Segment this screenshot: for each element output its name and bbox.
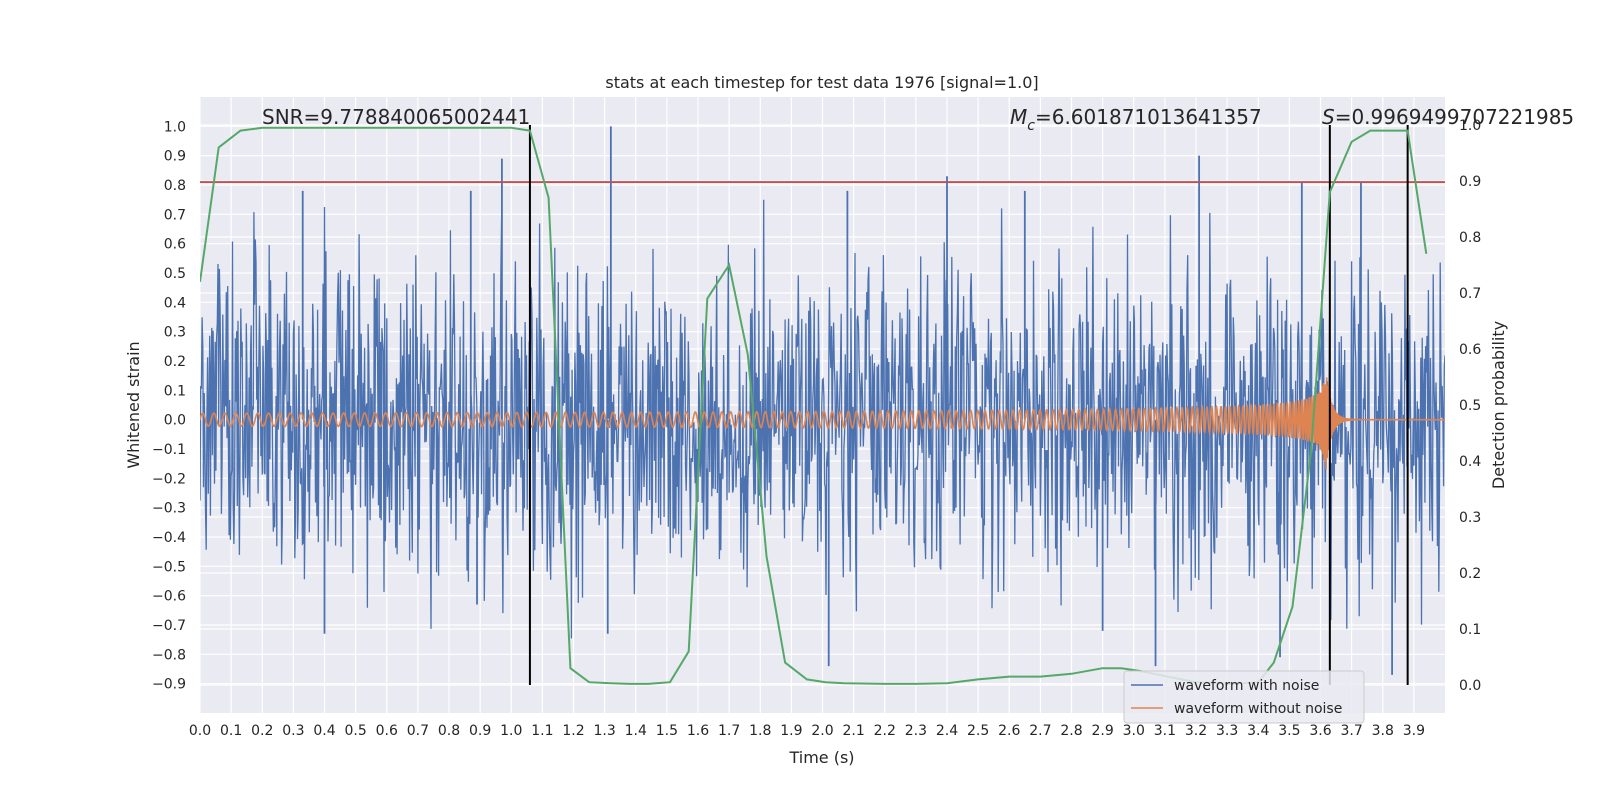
x-tick-label: 3.8 <box>1372 723 1394 739</box>
x-tick-label: 1.4 <box>625 723 647 739</box>
y2-tick-label: 1.0 <box>1459 118 1481 134</box>
y2-tick-label: 0.1 <box>1459 622 1481 638</box>
legend-label-clean: waveform without noise <box>1174 701 1342 717</box>
x-tick-label: 0.8 <box>438 723 460 739</box>
y2-tick-label: 0.5 <box>1459 398 1481 414</box>
x-tick-label: 0.2 <box>251 723 273 739</box>
legend-box <box>1123 670 1365 724</box>
y2-axis-label: Detection probability <box>1489 321 1508 489</box>
chirp-mass-subscript: c <box>1027 118 1035 134</box>
x-tick-label: 2.9 <box>1091 723 1113 739</box>
y2-tick-label: 0.7 <box>1459 286 1481 302</box>
x-tick-label: 3.2 <box>1185 723 1207 739</box>
x-tick-label: 0.4 <box>313 723 335 739</box>
y-tick-label: 0.7 <box>164 207 186 223</box>
chirp-mass-symbol: M <box>1010 105 1027 129</box>
x-tick-label: 0.3 <box>282 723 304 739</box>
y-tick-label: −0.8 <box>152 647 186 663</box>
y-tick-label: −0.2 <box>152 471 186 487</box>
legend-label-noise: waveform with noise <box>1174 678 1319 694</box>
x-tick-label: 2.5 <box>967 723 989 739</box>
x-axis-label: Time (s) <box>788 748 854 767</box>
x-tick-label: 0.7 <box>407 723 429 739</box>
chirp-mass-value: =6.601871013641357 <box>1035 105 1262 129</box>
x-tick-label: 3.0 <box>1123 723 1145 739</box>
ticks: 0.0 0.1 0.2 0.3 0.4 0.5 0.6 0.7 0.8 0.9 1.0 1.1 1.2 1… <box>152 118 1481 739</box>
x-tick-label: 3.1 <box>1154 723 1176 739</box>
score-value: =0.9969499707221985 <box>1335 105 1574 129</box>
x-tick-label: 0.0 <box>189 723 211 739</box>
x-tick-label: 2.7 <box>1029 723 1051 739</box>
clean-waveform-line <box>200 377 1445 470</box>
y2-tick-label: 0.4 <box>1459 454 1481 470</box>
x-tick-label: 3.4 <box>1247 723 1269 739</box>
legend: waveform with noise waveform without noi… <box>1123 670 1365 724</box>
detection-probability-line <box>200 126 1428 685</box>
y-tick-label: −0.6 <box>152 589 186 605</box>
y-tick-label: 0.9 <box>164 149 186 165</box>
snr-annotation: SNR=9.778840065002441 <box>262 105 530 129</box>
chirp-mass-annotation: Mc=6.601871013641357 <box>1010 105 1262 134</box>
x-tick-label: 1.8 <box>749 723 771 739</box>
x-tick-label: 0.1 <box>220 723 242 739</box>
x-tick-label: 0.6 <box>376 723 398 739</box>
x-tick-label: 2.6 <box>998 723 1020 739</box>
y-tick-label: −0.9 <box>152 677 186 693</box>
y2-tick-label: 0.9 <box>1459 174 1481 190</box>
score-annotation: S=0.9969499707221985 <box>1322 105 1574 129</box>
y-tick-label: −0.5 <box>152 559 186 575</box>
x-tick-label: 3.9 <box>1403 723 1425 739</box>
noise-waveform-line <box>200 199 1445 639</box>
y-tick-label: −0.1 <box>152 442 186 458</box>
x-tick-label: 3.6 <box>1309 723 1331 739</box>
y2-tick-label: 0.2 <box>1459 566 1481 582</box>
x-tick-label: 3.7 <box>1340 723 1362 739</box>
x-tick-label: 1.5 <box>656 723 678 739</box>
x-tick-label: 2.0 <box>811 723 833 739</box>
y-tick-label: 0.8 <box>164 178 186 194</box>
y2-tick-label: 0.3 <box>1459 510 1481 526</box>
x-tick-label: 3.5 <box>1278 723 1300 739</box>
y-tick-label: −0.4 <box>152 530 186 546</box>
y-tick-label: −0.3 <box>152 501 186 517</box>
x-tick-label: 1.9 <box>780 723 802 739</box>
y2-tick-label: 0.6 <box>1459 342 1481 358</box>
x-tick-label: 1.0 <box>500 723 522 739</box>
x-tick-label: 2.3 <box>905 723 927 739</box>
series-layer <box>200 125 1445 685</box>
x-tick-label: 1.6 <box>687 723 709 739</box>
y-tick-label: 0.4 <box>164 295 186 311</box>
x-tick-label: 1.2 <box>562 723 584 739</box>
x-tick-label: 1.3 <box>593 723 615 739</box>
x-tick-label: 0.5 <box>344 723 366 739</box>
x-tick-label: 3.3 <box>1216 723 1238 739</box>
y-axis-label: Whitened strain <box>124 341 143 468</box>
y-tick-label: 0.5 <box>164 266 186 282</box>
x-tick-label: 0.9 <box>469 723 491 739</box>
x-tick-label: 1.7 <box>718 723 740 739</box>
y-tick-label: −0.7 <box>152 618 186 634</box>
x-tick-label: 2.4 <box>936 723 958 739</box>
y-tick-label: 0.3 <box>164 325 186 341</box>
y2-tick-label: 0.8 <box>1459 230 1481 246</box>
y-tick-label: 0.6 <box>164 237 186 253</box>
y-tick-label: 0.2 <box>164 354 186 370</box>
x-tick-label: 1.1 <box>531 723 553 739</box>
y2-tick-label: 0.0 <box>1459 678 1481 694</box>
x-tick-label: 2.1 <box>842 723 864 739</box>
x-tick-label: 2.2 <box>874 723 896 739</box>
score-symbol: S <box>1322 105 1335 129</box>
y-tick-label: 1.0 <box>164 119 186 135</box>
chart-title: stats at each timestep for test data 197… <box>605 73 1038 92</box>
y-tick-label: 0.1 <box>164 383 186 399</box>
y-tick-label: 0.0 <box>164 413 186 429</box>
x-tick-label: 2.8 <box>1060 723 1082 739</box>
